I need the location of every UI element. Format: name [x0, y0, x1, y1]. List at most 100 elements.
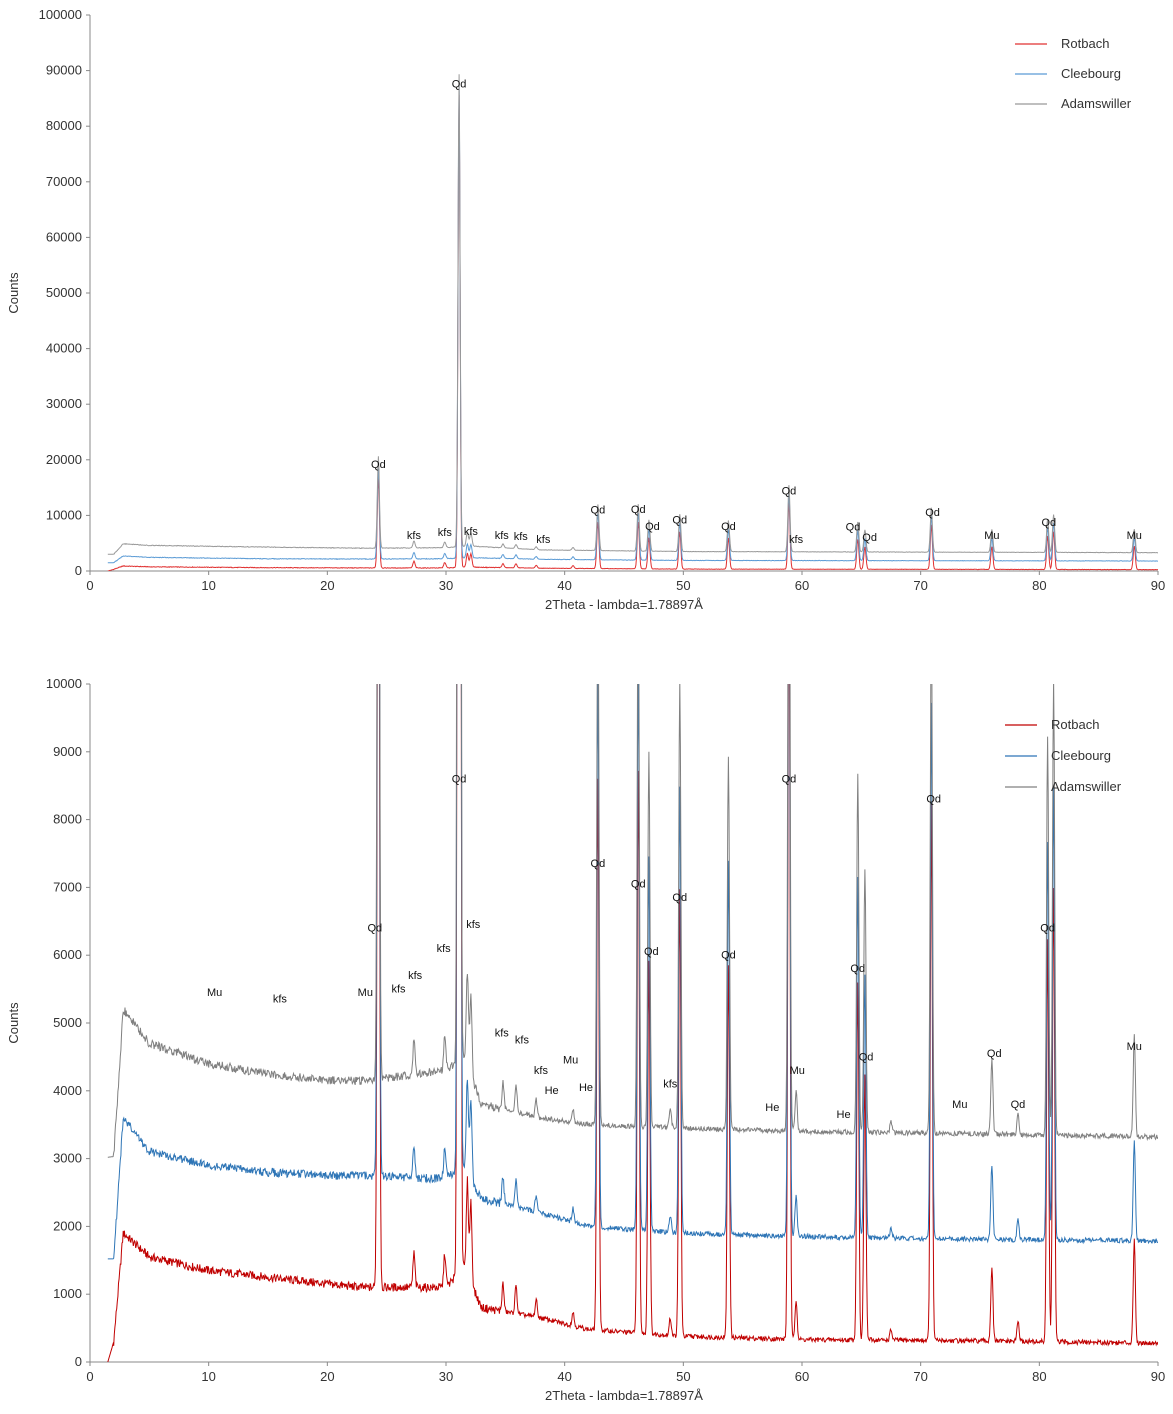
peak-label: Mu: [207, 987, 222, 999]
y-tick-label: 2000: [53, 1218, 82, 1233]
y-tick-label: 100000: [39, 7, 82, 22]
peak-label: Mu: [563, 1055, 578, 1067]
peak-label: kfs: [466, 919, 481, 931]
x-tick-label: 20: [320, 1369, 334, 1384]
peak-label: kfs: [407, 530, 422, 542]
peak-label: Qd: [721, 950, 736, 962]
peak-label: Mu: [952, 1099, 967, 1111]
chart-panel-2: 0100020003000400050006000700080009000100…: [6, 676, 1165, 1403]
x-tick-label: 80: [1032, 1369, 1046, 1384]
peak-label: Qd: [1041, 517, 1056, 529]
y-axis-title: Counts: [6, 272, 21, 314]
legend: Rotbach Cleebourg Adamswiller: [1015, 36, 1132, 111]
x-tick-label: 20: [320, 578, 334, 593]
peak-label: Qd: [782, 485, 797, 497]
x-tick-label: 70: [913, 578, 927, 593]
x-tick-label: 0: [86, 1369, 93, 1384]
peak-label: Qd: [371, 459, 386, 471]
y-tick-label: 50000: [46, 285, 82, 300]
peak-label: kfs: [515, 1034, 530, 1046]
x-tick-label: 40: [557, 578, 571, 593]
x-tick-label: 30: [439, 1369, 453, 1384]
peak-label: Qd: [782, 773, 797, 785]
peak-label: Qd: [1040, 922, 1055, 934]
y-tick-label: 10000: [46, 676, 82, 691]
y-tick-label: 70000: [46, 174, 82, 189]
peak-label: Qd: [452, 773, 467, 785]
legend-label: Adamswiller: [1061, 96, 1132, 111]
plot-area: [107, 684, 1158, 1362]
series-line-adamswiller: [107, 684, 1158, 1158]
peak-label: kfs: [789, 534, 804, 546]
series-line-adamswiller: [107, 74, 1158, 555]
peak-label: kfs: [408, 970, 423, 982]
peak-label: kfs: [534, 1065, 549, 1077]
peak-label: Qd: [367, 922, 382, 934]
x-tick-label: 0: [86, 578, 93, 593]
peak-label: Qd: [846, 521, 861, 533]
peak-label: kfs: [464, 526, 479, 538]
y-tick-label: 20000: [46, 452, 82, 467]
peak-label: Qd: [1011, 1099, 1026, 1111]
x-axis-title: 2Theta - lambda=1.78897Å: [545, 597, 703, 612]
y-tick-label: 0: [75, 563, 82, 578]
peak-label: Mu: [358, 987, 373, 999]
y-tick-label: 30000: [46, 396, 82, 411]
x-tick-label: 40: [557, 1369, 571, 1384]
chart-panel-1: 0 10000 20000 30000 40000 50000 60000 70000 8000…: [6, 7, 1165, 612]
legend-label: Rotbach: [1051, 717, 1099, 732]
series-line-cleebourg: [107, 684, 1158, 1260]
series-line-cleebourg: [107, 85, 1158, 564]
legend-label: Cleebourg: [1061, 66, 1121, 81]
x-tick-label: 10: [201, 1369, 215, 1384]
y-tick-label: 0: [75, 1354, 82, 1369]
peak-label: Qd: [862, 532, 877, 544]
series-line-rotbach: [107, 684, 1158, 1362]
peak-label: kfs: [273, 994, 288, 1006]
peak-label: Qd: [672, 892, 687, 904]
x-axis-title: 2Theta - lambda=1.78897Å: [545, 1388, 703, 1403]
y-tick-label: 7000: [53, 879, 82, 894]
peak-label: Qd: [859, 1051, 874, 1063]
peak-label: kfs: [514, 531, 529, 543]
legend: Rotbach Cleebourg Adamswiller: [1005, 717, 1122, 794]
x-tick-label: 80: [1032, 578, 1046, 593]
peak-label: Qd: [591, 858, 606, 870]
peak-label: Mu: [1127, 530, 1142, 542]
y-tick-label: 6000: [53, 947, 82, 962]
y-tick-label: 4000: [53, 1083, 82, 1098]
legend-label: Adamswiller: [1051, 779, 1122, 794]
peak-label: He: [545, 1085, 559, 1097]
y-tick-label: 3000: [53, 1151, 82, 1166]
peak-label: Qd: [721, 521, 736, 533]
x-tick-label: 50: [676, 578, 690, 593]
x-tick-label: 70: [913, 1369, 927, 1384]
y-tick-label: 8000: [53, 812, 82, 827]
peak-label: kfs: [438, 527, 453, 539]
peak-label: Mu: [984, 530, 999, 542]
peak-label: Qd: [925, 507, 940, 519]
y-tick-label: 5000: [53, 1015, 82, 1030]
y-tick-label: 80000: [46, 118, 82, 133]
peak-label: kfs: [437, 943, 452, 955]
x-tick-label: 90: [1151, 1369, 1165, 1384]
x-tick-label: 50: [676, 1369, 690, 1384]
peak-label: Mu: [790, 1065, 805, 1077]
peak-label: Qd: [452, 78, 467, 90]
x-tick-label: 90: [1151, 578, 1165, 593]
x-tick-label: 60: [795, 578, 809, 593]
peak-label: Qd: [672, 515, 687, 527]
y-tick-label: 40000: [46, 341, 82, 356]
peak-label: He: [765, 1102, 779, 1114]
peak-label: Qd: [850, 963, 865, 975]
peak-label: kfs: [392, 983, 407, 995]
peak-label: kfs: [495, 530, 510, 542]
peak-label: kfs: [536, 534, 551, 546]
peak-label: kfs: [663, 1078, 678, 1090]
y-tick-label: 60000: [46, 229, 82, 244]
y-tick-label: 90000: [46, 63, 82, 78]
peak-label: Mu: [1127, 1041, 1142, 1053]
legend-label: Rotbach: [1061, 36, 1109, 51]
peak-label: He: [837, 1109, 851, 1121]
